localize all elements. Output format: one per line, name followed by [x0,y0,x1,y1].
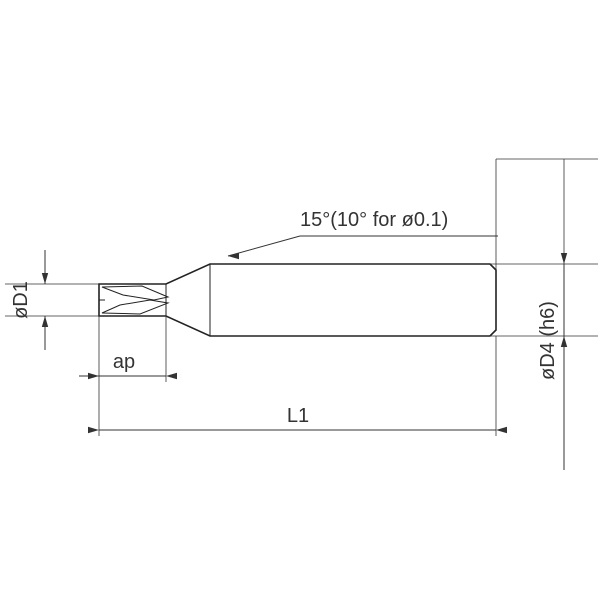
dim-ap-label: ap [113,351,135,373]
tool-outline [99,264,496,336]
dim-d1-label: øD1 [10,281,32,319]
dim-l1-label: L1 [287,405,309,427]
dim-d4-label: øD4 (h6) [537,301,559,380]
dim-angle-label: 15°(10° for ø0.1) [300,209,448,231]
endmill-dimension-drawing: øD1 øD4 (h6) ap L1 15°(10° for ø0.1) [0,0,600,600]
